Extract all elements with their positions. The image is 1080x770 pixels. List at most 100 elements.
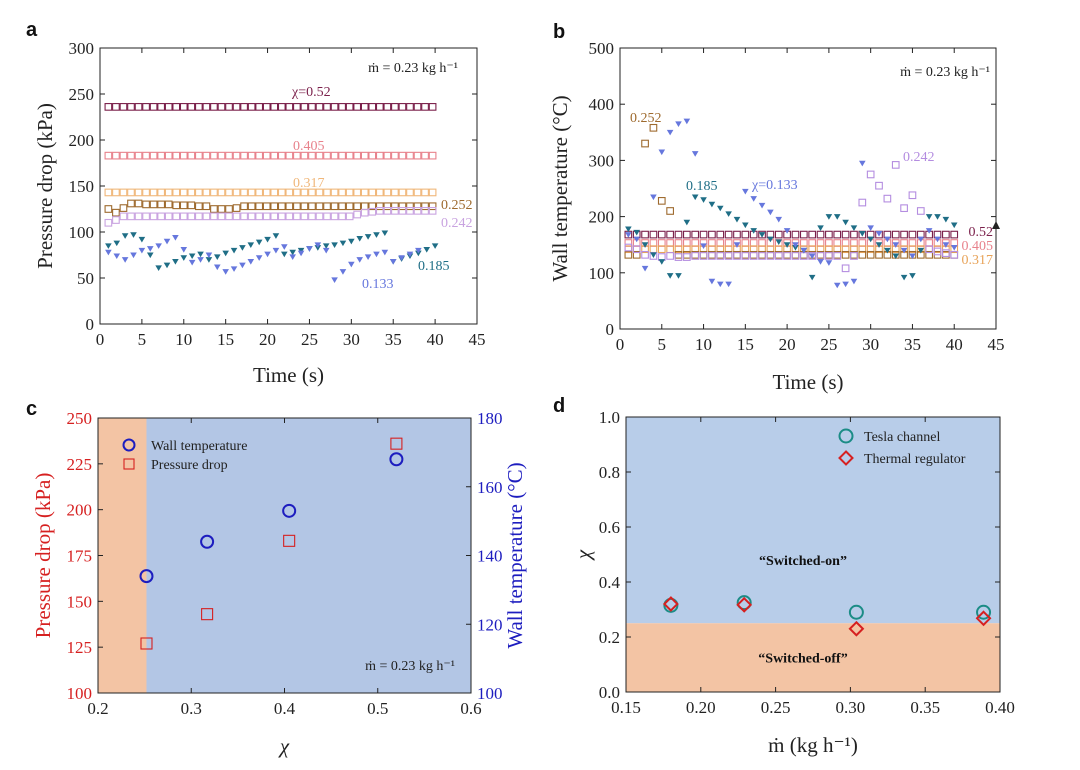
data-point <box>315 212 324 221</box>
data-point <box>205 252 213 259</box>
data-point <box>658 149 666 156</box>
data-point <box>187 188 196 197</box>
data-point <box>791 230 800 239</box>
data-point <box>749 252 758 260</box>
data-point <box>353 202 362 211</box>
data-point <box>799 239 808 247</box>
data-point <box>315 103 324 111</box>
series-d-thermal-regulator <box>662 596 992 637</box>
data-point <box>247 202 256 211</box>
data-point <box>322 243 330 249</box>
data-point <box>330 202 339 211</box>
data-point <box>900 239 908 247</box>
data-point <box>339 269 347 275</box>
x-tick-label: 0.40 <box>985 698 1015 717</box>
panel-c-legend: Wall temperature Pressure drop <box>122 438 247 473</box>
data-point <box>210 205 218 213</box>
data-point <box>112 103 120 111</box>
data-point <box>172 151 181 160</box>
data-point <box>104 188 113 197</box>
x-tick-label: 5 <box>138 330 147 349</box>
data-point <box>431 243 439 249</box>
data-point <box>283 534 296 547</box>
data-point <box>164 212 173 221</box>
data-point <box>792 245 799 251</box>
data-point <box>225 151 233 160</box>
data-point <box>674 245 683 254</box>
data-point <box>421 206 429 215</box>
data-point <box>210 151 218 160</box>
data-point <box>716 281 724 288</box>
legend-marker <box>122 438 136 452</box>
data-point <box>127 199 135 208</box>
data-point <box>428 103 437 111</box>
data-point <box>428 206 437 215</box>
data-point <box>164 103 173 111</box>
data-point <box>675 273 682 279</box>
panel-b-axes: 0 5 10 15 20 25 30 35 40 45 0 100 200 300 400 500 Time (… <box>548 21 1005 394</box>
data-point <box>413 202 422 211</box>
data-point <box>179 103 188 111</box>
series-b-0-133: χ=0.133 <box>625 118 958 289</box>
data-point <box>892 253 900 260</box>
data-point <box>833 214 841 220</box>
data-point <box>364 234 372 240</box>
data-point <box>345 188 354 197</box>
data-point <box>139 569 154 584</box>
data-point <box>833 230 842 239</box>
data-point <box>210 212 218 221</box>
data-point <box>149 103 158 111</box>
data-point <box>917 236 925 243</box>
y-tick-label: 0.4 <box>599 573 621 592</box>
data-point <box>391 151 399 160</box>
data-point <box>867 236 874 243</box>
legend-label: Wall temperature <box>151 439 247 454</box>
data-point <box>383 202 392 211</box>
data-point <box>180 247 188 253</box>
x-tick-label: 20 <box>259 330 276 349</box>
data-point <box>833 239 842 247</box>
y-tick-label: 400 <box>589 95 615 114</box>
y-right-tick-label: 140 <box>477 547 503 566</box>
data-point <box>758 230 766 239</box>
data-point <box>331 242 338 249</box>
panel-a-axes: 0 5 10 15 20 25 30 35 40 45 0 50 100 150 200 250 300 Time… <box>26 19 486 387</box>
legend-marker <box>123 458 135 470</box>
data-point <box>841 239 850 247</box>
data-point <box>908 245 917 254</box>
data-point <box>883 194 892 203</box>
data-point <box>942 249 950 257</box>
x-tick-label: 35 <box>385 330 402 349</box>
data-point <box>306 246 313 252</box>
data-point <box>282 503 297 518</box>
data-point <box>925 250 934 259</box>
data-point <box>390 437 403 450</box>
data-point <box>375 103 384 111</box>
data-point <box>157 212 166 221</box>
data-point <box>742 188 749 195</box>
data-point <box>339 240 347 247</box>
data-point <box>149 212 158 221</box>
x-tick-label: 40 <box>946 335 963 354</box>
data-point <box>105 249 112 256</box>
data-point <box>262 188 271 197</box>
data-point <box>119 151 128 160</box>
data-point <box>657 245 666 254</box>
data-point <box>112 208 120 217</box>
data-point <box>323 212 331 221</box>
data-point <box>201 608 214 621</box>
data-point <box>308 103 316 111</box>
data-point <box>858 198 867 207</box>
data-point <box>293 103 301 111</box>
data-point <box>774 252 783 260</box>
data-point <box>908 191 917 200</box>
data-point <box>277 151 286 160</box>
data-point <box>157 103 166 111</box>
data-point <box>674 230 683 239</box>
data-point <box>247 212 256 221</box>
data-point <box>716 205 724 212</box>
x-tick-label: 40 <box>427 330 444 349</box>
data-point <box>942 230 950 239</box>
data-point <box>113 240 121 247</box>
data-point <box>331 277 338 283</box>
